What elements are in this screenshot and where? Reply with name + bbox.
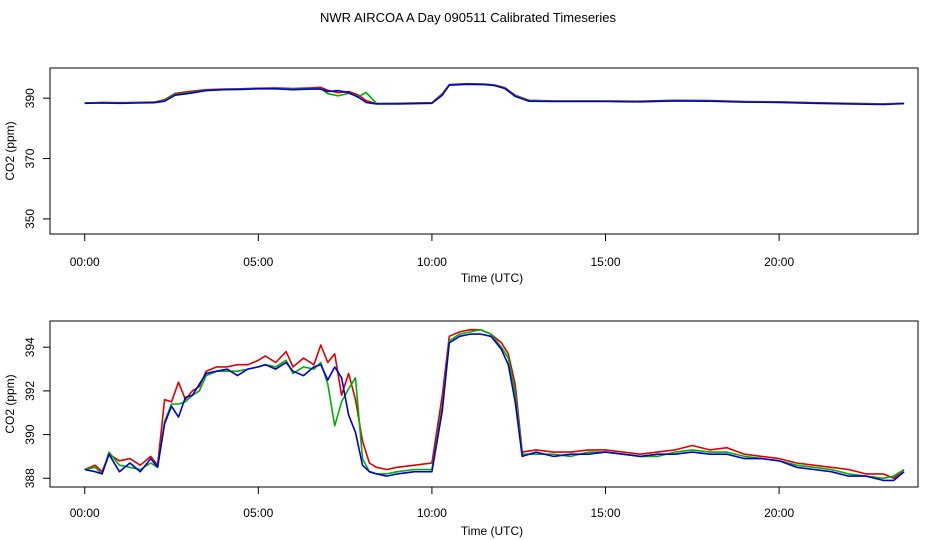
series-line-1	[84, 82, 905, 105]
y-axis-label: CO2 (ppm)	[3, 121, 17, 180]
x-tick-label: 15:00	[591, 506, 621, 520]
x-tick-label: 00:00	[70, 506, 100, 520]
y-tick-label: 370	[23, 148, 37, 168]
plot-frame	[49, 67, 919, 235]
series-line-1	[84, 328, 905, 480]
x-axis-label: Time (UTC)	[461, 271, 523, 285]
series-line-2	[84, 328, 905, 480]
x-axis-label: Time (UTC)	[461, 524, 523, 538]
x-tick-label: 05:00	[243, 506, 273, 520]
figure-title: NWR AIRCOA A Day 090511 Calibrated Times…	[320, 10, 616, 25]
x-tick-label: 00:00	[70, 255, 100, 269]
x-tick-label: 10:00	[417, 255, 447, 269]
x-tick-label: 15:00	[591, 255, 621, 269]
y-tick-label: 390	[23, 88, 37, 108]
series-line-3	[84, 333, 905, 482]
y-tick-label: 392	[23, 381, 37, 401]
y-tick-label: 388	[23, 468, 37, 488]
y-tick-label: 390	[23, 424, 37, 444]
y-tick-label: 350	[23, 209, 37, 229]
x-tick-label: 20:00	[764, 506, 794, 520]
x-tick-label: 20:00	[764, 255, 794, 269]
y-tick-label: 394	[23, 337, 37, 357]
plot-frame	[49, 320, 919, 488]
panel-top-co2: 00:00 05:00 10:00 15:00 20:00 350 370 390 Time (…	[3, 67, 919, 285]
series-line-3	[84, 83, 905, 106]
y-axis-label: CO2 (ppm)	[3, 374, 17, 433]
panel-bottom-co2: 00:00 05:00 10:00 15:00 20:00 388 390 392 394 Tim…	[3, 320, 919, 538]
x-tick-label: 05:00	[243, 255, 273, 269]
x-tick-label: 10:00	[417, 506, 447, 520]
